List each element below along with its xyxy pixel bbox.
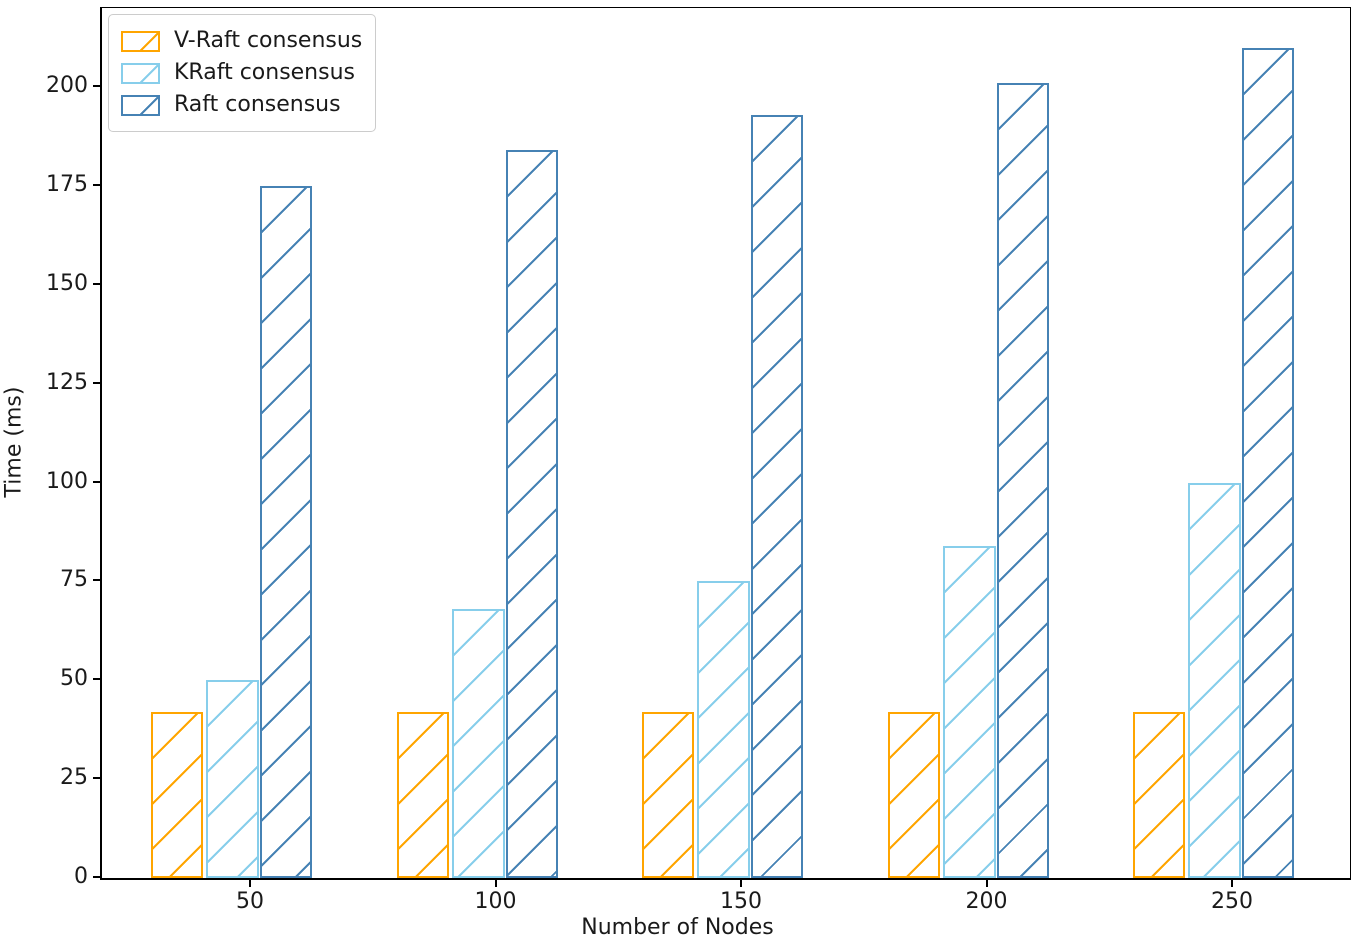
bar (751, 114, 803, 878)
y-tick-label: 0 (74, 864, 88, 889)
y-tick-label: 175 (46, 171, 88, 197)
bar (260, 185, 312, 878)
y-tick-label: 50 (60, 666, 88, 692)
plot-area: V-Raft consensus KRaft consensus Raft co… (100, 7, 1351, 880)
bar (1133, 711, 1185, 878)
legend-swatch-raft-icon (121, 94, 160, 116)
y-tick-mark (93, 85, 101, 88)
y-tick-mark (93, 876, 101, 878)
y-tick-label: 75 (60, 567, 88, 593)
y-tick-mark (93, 480, 101, 483)
y-axis-title: Time (ms) (1, 386, 27, 498)
y-tick-mark (93, 579, 101, 582)
y-tick-label: 100 (46, 468, 88, 494)
bar (697, 581, 750, 878)
bar (505, 150, 558, 878)
bar (942, 545, 996, 878)
x-tick-label: 250 (1211, 889, 1253, 914)
legend: V-Raft consensus KRaft consensus Raft co… (108, 14, 376, 132)
y-tick-mark (93, 381, 101, 384)
legend-item-kraft: KRaft consensus (121, 57, 363, 89)
y-tick-label: 25 (60, 765, 88, 791)
legend-label-vraft: V-Raft consensus (174, 28, 363, 53)
x-tick-label: 200 (965, 889, 1008, 914)
x-tick-mark (494, 879, 497, 887)
bar (996, 83, 1049, 878)
x-tick-mark (249, 879, 251, 887)
bar (642, 711, 694, 878)
legend-item-raft: Raft consensus (121, 89, 363, 121)
legend-swatch-kraft-icon (121, 62, 160, 84)
y-tick-label: 200 (46, 73, 88, 99)
y-tick-mark (93, 678, 101, 681)
x-tick-label: 100 (474, 889, 517, 914)
legend-label-kraft: KRaft consensus (174, 60, 355, 85)
bar (887, 711, 940, 878)
legend-swatch-vraft-icon (121, 30, 160, 52)
x-tick-label: 50 (236, 889, 264, 914)
x-axis-title: Number of Nodes (581, 915, 774, 940)
y-tick-label: 150 (46, 270, 88, 296)
x-tick-label: 150 (720, 889, 762, 914)
bar (451, 609, 505, 878)
x-tick-mark (1231, 879, 1233, 887)
y-tick-mark (93, 183, 101, 186)
legend-label-raft: Raft consensus (174, 92, 341, 117)
x-tick-mark (985, 879, 988, 887)
bar (1188, 482, 1241, 878)
bar (1242, 47, 1294, 878)
bar (151, 711, 203, 878)
y-tick-mark (93, 777, 101, 780)
bar (396, 711, 449, 878)
y-tick-label: 125 (46, 369, 88, 395)
bar (206, 680, 259, 878)
x-tick-mark (740, 879, 742, 887)
y-tick-mark (93, 282, 101, 285)
legend-item-vraft: V-Raft consensus (121, 25, 363, 57)
